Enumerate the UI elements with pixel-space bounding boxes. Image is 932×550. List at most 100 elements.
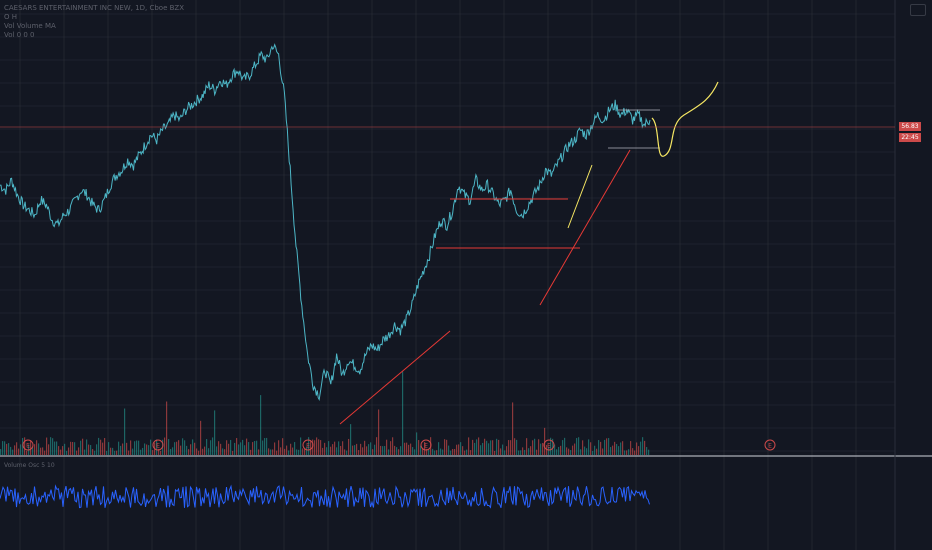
volume-bar (400, 446, 402, 455)
volume-bar (70, 441, 72, 455)
volume-bar (66, 450, 68, 455)
volume-bar (598, 440, 600, 455)
volume-bar (76, 450, 78, 455)
volume-bar (268, 448, 270, 455)
volume-bar (196, 448, 198, 455)
volume-bar (532, 440, 534, 455)
volume-bar (350, 424, 352, 455)
volume-bar (62, 446, 64, 455)
volume-bar (432, 448, 434, 455)
volume-bar (522, 447, 524, 455)
volume-bar (144, 443, 146, 455)
volume-bar (54, 441, 56, 455)
volume-bar (118, 441, 120, 455)
volume-bar (174, 442, 176, 455)
volume-bar (368, 444, 370, 455)
volume-bar (318, 439, 320, 455)
volume-bar (348, 438, 350, 455)
last-price-tag: 56.83 (899, 122, 921, 131)
volume-bar (164, 437, 166, 455)
volume-bar (360, 443, 362, 455)
volume-bar (94, 450, 96, 455)
volume-bar (330, 446, 332, 455)
volume-bar (462, 446, 464, 455)
volume-bar (172, 447, 174, 455)
volume-bar (548, 447, 550, 455)
volume-bar (30, 440, 32, 455)
volume-bar (452, 448, 454, 455)
volume-bar (414, 449, 416, 455)
volume-bar (20, 444, 22, 455)
volume-bar (56, 441, 58, 455)
volume-bar (156, 439, 158, 455)
countdown-tag: 22:45 (899, 133, 921, 142)
volume-bar (166, 401, 168, 455)
volume-bar (450, 450, 452, 455)
volume-bar (242, 439, 244, 455)
volume-bar (316, 437, 318, 455)
volume-bar (584, 446, 586, 455)
volume-bar (510, 440, 512, 455)
volume-bar (484, 438, 486, 455)
volume-bar (362, 447, 364, 455)
volume-bar (632, 448, 634, 455)
volume-bar (504, 450, 506, 455)
volume-bar (238, 444, 240, 455)
volume-bar (480, 445, 482, 455)
volume-bar (290, 443, 292, 455)
volume-bar (210, 440, 212, 455)
volume-bar (624, 450, 626, 455)
volume-bar (280, 447, 282, 455)
volume-bar (424, 441, 426, 455)
volume-bar (636, 442, 638, 455)
volume-bar (588, 439, 590, 455)
volume-bar (394, 445, 396, 455)
volume-bar (566, 447, 568, 455)
volume-bar (606, 438, 608, 455)
volume-bar (264, 438, 266, 455)
volume-bar (376, 437, 378, 455)
indicator-label: Volume Osc 5 10 (4, 462, 55, 469)
volume-oscillator-line (0, 484, 650, 509)
volume-bar (458, 444, 460, 455)
chart-settings-button[interactable] (910, 4, 926, 16)
volume-bar (74, 442, 76, 455)
volume-bar (328, 441, 330, 455)
earnings-marker: E (22, 439, 34, 451)
volume-bar (90, 445, 92, 455)
volume-bar (612, 445, 614, 455)
volume-bar (288, 450, 290, 455)
volume-bar (190, 444, 192, 455)
volume-bar (120, 445, 122, 455)
volume-bar (158, 448, 160, 455)
volume-bar (550, 437, 552, 455)
volume-bar (252, 442, 254, 455)
volume-bar (526, 438, 528, 455)
volume-bar (130, 440, 132, 455)
ohlc-line: O H (4, 13, 17, 21)
volume-bar (4, 441, 6, 455)
volume-bar (482, 442, 484, 455)
volume-bar (614, 441, 616, 455)
volume-bar (198, 450, 200, 455)
volume-bar (236, 438, 238, 455)
volume-bar (540, 443, 542, 455)
volume-bar (308, 437, 310, 455)
volume-bar (180, 445, 182, 455)
volume-bar (8, 443, 10, 455)
volume-bar (370, 442, 372, 455)
volume-bar (58, 446, 60, 455)
volume-bar (306, 447, 308, 455)
volume-bar (410, 443, 412, 455)
volume-bar (176, 441, 178, 455)
volume-bar (270, 449, 272, 455)
volume-bar (358, 450, 360, 455)
volume-bar (276, 450, 278, 455)
volume-bar (648, 449, 650, 455)
earnings-marker: E (152, 439, 164, 451)
volume-bar (86, 439, 88, 455)
volume-bar (310, 441, 312, 455)
volume-bar (542, 442, 544, 455)
